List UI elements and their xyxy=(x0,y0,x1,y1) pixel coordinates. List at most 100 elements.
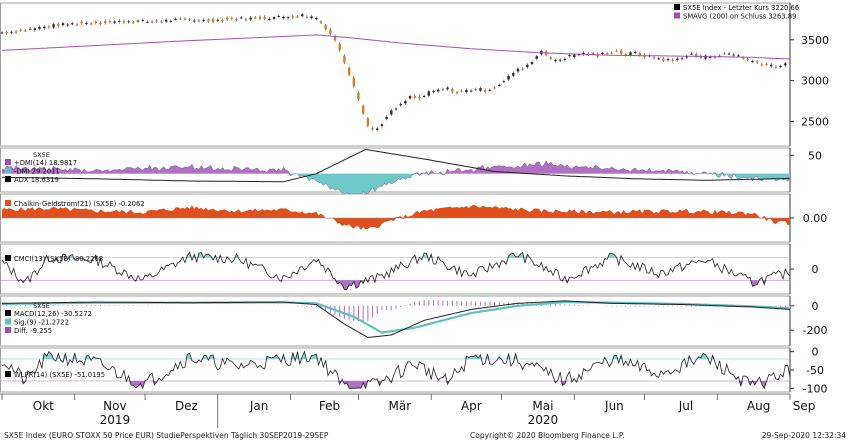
candle-body xyxy=(465,89,468,93)
candle-body xyxy=(319,21,323,23)
legend-cmci: CMCI(13) (SX5E) -30.2268 xyxy=(5,255,103,263)
candle-body xyxy=(188,19,191,21)
legend-swatch xyxy=(5,310,11,316)
x-tick-label: Jan xyxy=(249,399,269,413)
candle-body xyxy=(558,59,562,61)
candle-body xyxy=(601,53,604,55)
candle-body xyxy=(422,95,426,97)
candle-body xyxy=(150,21,154,23)
year-label-2019: 2019 xyxy=(100,413,131,427)
candle-body xyxy=(380,124,384,127)
adx-line xyxy=(1,148,790,183)
candle-body xyxy=(474,89,477,91)
candle-body xyxy=(80,21,83,24)
cmci-line xyxy=(1,251,791,290)
x-tick-label: Nov xyxy=(103,399,126,413)
candle-body xyxy=(268,18,271,20)
y-tick-label-price: 3500 xyxy=(801,34,829,47)
legend-swatch xyxy=(5,318,11,325)
candle-body xyxy=(160,21,163,23)
candle-body xyxy=(169,20,173,22)
candle-body xyxy=(718,55,721,57)
candle-body xyxy=(634,51,637,53)
candle-body xyxy=(549,57,552,59)
x-axis: Okt Nov Dez Jan Feb Mär Apr Mai Jun Jul Aug Sep 2019… xyxy=(0,393,815,428)
candle-body xyxy=(512,72,515,76)
candle-body xyxy=(437,89,440,92)
candle-body xyxy=(258,16,262,19)
footer: SX5E Index (EURO STOXX 50 Price EUR) Stu… xyxy=(4,431,846,440)
legend-swatch xyxy=(5,167,11,174)
candle-body xyxy=(741,57,745,59)
legend-label: CMCI(13) (SX5E) -30.2268 xyxy=(14,255,103,263)
candle-body xyxy=(746,58,749,60)
candle-body xyxy=(638,52,642,56)
candle-body xyxy=(779,66,782,68)
candle-body xyxy=(28,28,32,30)
candle-body xyxy=(235,19,238,21)
candle-body xyxy=(71,23,74,25)
candle-body xyxy=(221,19,224,21)
candle-body xyxy=(113,21,116,23)
legend-swatch xyxy=(5,255,11,261)
candle-body xyxy=(286,17,290,19)
candle-body xyxy=(723,53,726,55)
candle-body xyxy=(497,84,501,86)
plus-dmi-area xyxy=(2,160,790,174)
candle-body xyxy=(493,87,496,89)
candle-body xyxy=(784,63,787,66)
x-tick-label: Aug xyxy=(747,399,770,413)
legend-chaikin: Chaikin-Geldstrom(21) (SX5E) -0.2062 xyxy=(5,200,145,208)
candle-body xyxy=(347,68,351,75)
candle-body xyxy=(535,56,538,59)
legend-swatch xyxy=(5,159,11,165)
candle-body xyxy=(413,96,416,98)
candle-body xyxy=(174,18,177,20)
candle-body xyxy=(376,128,379,130)
candle-body xyxy=(352,77,355,87)
candle-body xyxy=(408,96,412,99)
candle-body xyxy=(751,61,754,63)
candle-body xyxy=(197,20,201,22)
candle-body xyxy=(371,127,374,130)
candle-body xyxy=(240,17,243,19)
candle-body xyxy=(291,16,295,18)
candle-body xyxy=(563,58,567,61)
candle-body xyxy=(709,56,712,58)
candle-body xyxy=(47,26,51,28)
candle-body xyxy=(390,110,393,115)
legend-label: SX5E Index - Letzter Kurs 3220.66 xyxy=(683,4,799,12)
candle-body xyxy=(657,58,660,60)
x-tick-label: Apr xyxy=(461,399,482,413)
candle-body xyxy=(38,26,41,29)
candle-body xyxy=(324,25,327,30)
candle-body xyxy=(118,20,121,23)
candle-body xyxy=(451,89,454,93)
candle-body xyxy=(507,75,510,80)
y-tick-label-wlpr: -50 xyxy=(806,364,824,377)
candle-body xyxy=(300,14,304,17)
legend-label: SMAVG (200) on Schluss 3263.89 xyxy=(683,13,796,21)
candle-body xyxy=(516,68,520,72)
candle-body xyxy=(179,18,182,20)
x-tick-label: Feb xyxy=(319,399,340,413)
candle-body xyxy=(207,19,210,22)
candle-body xyxy=(694,53,698,57)
legend-swatch xyxy=(5,371,11,377)
macd-line xyxy=(2,300,791,339)
candle-body xyxy=(315,18,318,20)
legend-swatch xyxy=(5,176,11,182)
candle-body xyxy=(0,32,4,34)
y-tick-label-chaikin: 0.00 xyxy=(803,212,828,225)
candle-body xyxy=(366,118,370,126)
candle-body xyxy=(244,19,248,21)
candle-body xyxy=(155,20,158,22)
candle-body xyxy=(573,54,576,58)
candle-body xyxy=(446,87,449,90)
legend-swatch xyxy=(5,200,11,206)
y-tick-label-price: 3000 xyxy=(801,75,829,88)
footer-left: SX5E Index (EURO STOXX 50 Price EUR) Stu… xyxy=(4,431,329,440)
candle-body xyxy=(296,16,299,18)
candle-body xyxy=(399,103,402,106)
candle-body xyxy=(727,53,731,55)
